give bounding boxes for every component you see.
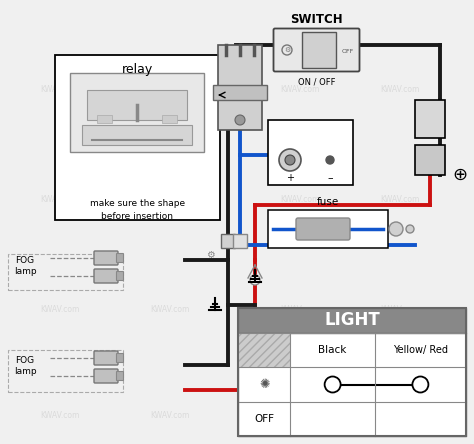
Text: Yellow/ Red: Yellow/ Red xyxy=(393,345,448,355)
FancyBboxPatch shape xyxy=(268,210,388,248)
FancyBboxPatch shape xyxy=(117,271,124,281)
FancyBboxPatch shape xyxy=(117,372,124,381)
FancyBboxPatch shape xyxy=(302,32,336,68)
Text: ⊕: ⊕ xyxy=(453,166,467,184)
FancyBboxPatch shape xyxy=(221,234,235,248)
Text: KWAV.com: KWAV.com xyxy=(40,305,80,314)
FancyBboxPatch shape xyxy=(273,28,359,71)
FancyBboxPatch shape xyxy=(213,85,267,100)
FancyBboxPatch shape xyxy=(82,125,192,145)
FancyBboxPatch shape xyxy=(97,115,112,123)
FancyBboxPatch shape xyxy=(162,115,177,123)
Text: KWAV.com: KWAV.com xyxy=(380,86,419,95)
Text: KWAV.com: KWAV.com xyxy=(150,411,190,420)
Text: ⚙: ⚙ xyxy=(284,47,290,53)
Text: +: + xyxy=(286,173,294,183)
Circle shape xyxy=(285,155,295,165)
Text: OFF: OFF xyxy=(254,414,274,424)
Text: KWAV.com: KWAV.com xyxy=(280,305,319,314)
Circle shape xyxy=(406,225,414,233)
FancyBboxPatch shape xyxy=(238,308,466,333)
Text: relay: relay xyxy=(122,63,153,76)
Text: KWAV.com: KWAV.com xyxy=(40,411,80,420)
FancyBboxPatch shape xyxy=(94,351,118,365)
FancyBboxPatch shape xyxy=(94,369,118,383)
Circle shape xyxy=(389,222,403,236)
Text: Black: Black xyxy=(319,345,347,355)
Text: KWAV.com: KWAV.com xyxy=(150,195,190,205)
FancyBboxPatch shape xyxy=(55,55,220,220)
Text: KWAV.com: KWAV.com xyxy=(280,195,319,205)
FancyBboxPatch shape xyxy=(94,251,118,265)
Text: FOG
lamp: FOG lamp xyxy=(14,256,36,276)
Circle shape xyxy=(250,275,260,285)
Text: ON / OFF: ON / OFF xyxy=(298,78,335,87)
Text: KWAV.com: KWAV.com xyxy=(280,86,319,95)
FancyBboxPatch shape xyxy=(268,120,353,185)
Circle shape xyxy=(412,377,428,392)
Text: KWAV.com: KWAV.com xyxy=(380,411,419,420)
Text: KWAV.com: KWAV.com xyxy=(150,305,190,314)
Text: fuse: fuse xyxy=(317,197,339,207)
FancyBboxPatch shape xyxy=(238,333,466,436)
Text: ✺: ✺ xyxy=(259,378,270,391)
FancyBboxPatch shape xyxy=(238,333,291,367)
FancyBboxPatch shape xyxy=(415,145,445,175)
Circle shape xyxy=(325,377,341,392)
Text: KWAV.com: KWAV.com xyxy=(40,86,80,95)
Text: LIGHT: LIGHT xyxy=(324,311,380,329)
FancyBboxPatch shape xyxy=(233,234,247,248)
Text: –: – xyxy=(327,173,333,183)
Text: FOG
lamp: FOG lamp xyxy=(14,356,36,376)
FancyBboxPatch shape xyxy=(117,254,124,262)
FancyBboxPatch shape xyxy=(70,73,204,152)
Text: KWAV.com: KWAV.com xyxy=(380,195,419,205)
Text: ⚙: ⚙ xyxy=(206,250,214,260)
FancyBboxPatch shape xyxy=(117,353,124,362)
Text: KWAV.com: KWAV.com xyxy=(150,86,190,95)
Text: OFF: OFF xyxy=(342,49,354,55)
FancyBboxPatch shape xyxy=(87,90,187,120)
FancyBboxPatch shape xyxy=(296,218,350,240)
Text: KWAV.com: KWAV.com xyxy=(280,411,319,420)
Text: SWITCH: SWITCH xyxy=(290,13,343,27)
Text: KWAV.com: KWAV.com xyxy=(380,305,419,314)
Circle shape xyxy=(235,115,245,125)
Circle shape xyxy=(279,149,301,171)
Text: KWAV.com: KWAV.com xyxy=(40,195,80,205)
FancyBboxPatch shape xyxy=(218,45,262,130)
FancyBboxPatch shape xyxy=(94,269,118,283)
Text: make sure the shape
before insertion: make sure the shape before insertion xyxy=(90,199,185,221)
Circle shape xyxy=(326,156,334,164)
FancyBboxPatch shape xyxy=(415,100,445,138)
